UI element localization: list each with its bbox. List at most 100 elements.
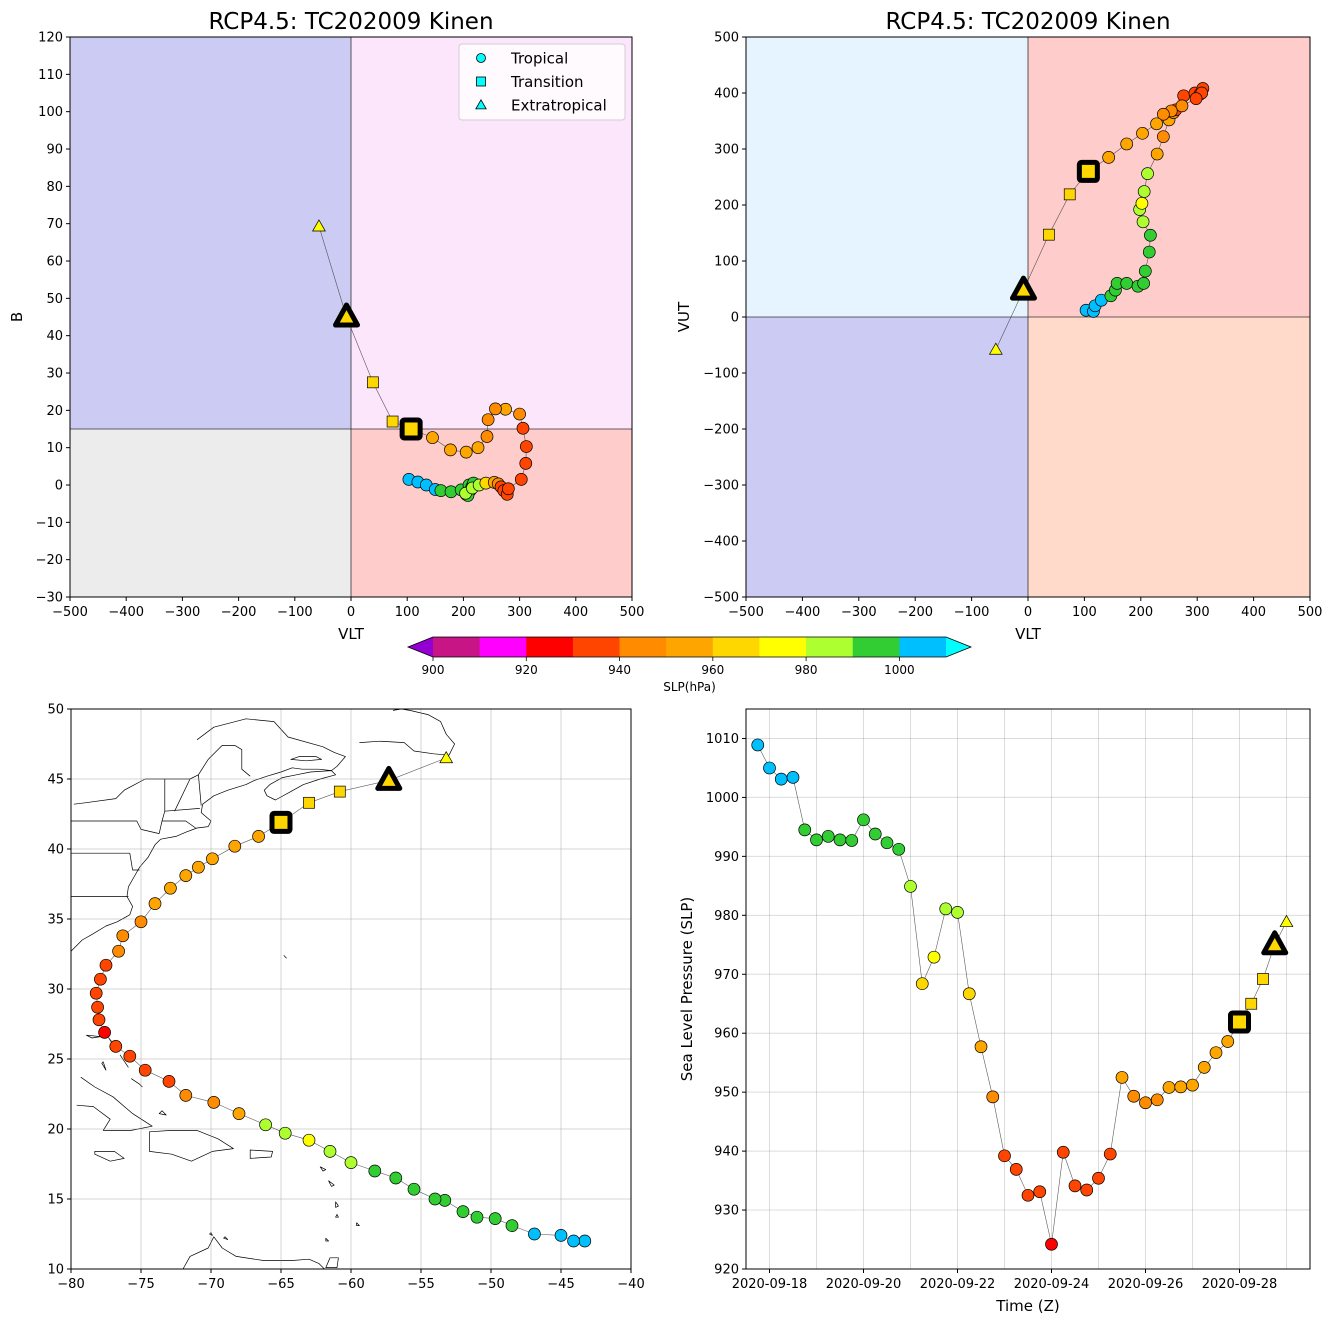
tropical-point [92, 1013, 106, 1027]
colorbar-tick-label: 1000 [884, 663, 915, 677]
colorbar-outline [406, 636, 973, 658]
tropical-point [962, 987, 976, 1001]
y-tick-label: 10 [46, 441, 63, 456]
extratropical-onset-marker [375, 765, 403, 791]
transition-point [367, 376, 379, 389]
x-tick-label: 100 [1072, 605, 1097, 620]
phase-quadrants [746, 37, 1310, 597]
x-tick-label: 0 [347, 605, 355, 620]
tropical-point [94, 972, 107, 986]
eleuthera-coastline [119, 1054, 129, 1068]
x-tick-label: −60 [337, 1277, 364, 1292]
tropical-point [164, 881, 177, 895]
state-border [198, 774, 202, 806]
tropical-point [228, 839, 242, 853]
tropical-point [1045, 1237, 1058, 1251]
x-tick-label: −400 [108, 605, 144, 620]
x-tick-label: −300 [841, 605, 877, 620]
x-tick-label: 400 [563, 605, 588, 620]
chart-legend: Tropical Transition Extratropical [458, 43, 626, 121]
x-tick-label: −400 [785, 605, 821, 620]
y-tick-label: 300 [714, 143, 739, 158]
tropical-point [1080, 1183, 1094, 1197]
transition-start-marker [1228, 1010, 1251, 1034]
extratropical-point [1279, 914, 1294, 927]
tropical-point [1009, 1163, 1023, 1176]
x-tick-label: −100 [277, 605, 313, 620]
tropical-point [868, 827, 882, 841]
tropical-point [323, 1145, 337, 1158]
track-line [95, 757, 585, 1242]
x-tick-label: −65 [267, 1277, 294, 1292]
exuma-coastline [131, 1078, 143, 1088]
tropical-point [109, 1040, 123, 1053]
colorbar-bins [406, 636, 973, 658]
tropical-point [1137, 277, 1150, 290]
colorbar-bin [666, 637, 714, 657]
tropical-point [278, 1126, 292, 1140]
quadrant-region [746, 37, 1028, 317]
tropical-point [1150, 147, 1164, 161]
tropical-point [502, 482, 515, 496]
y-tick-label: −20 [36, 553, 63, 568]
nova-scotia-coastline [263, 770, 336, 801]
tropical-point [116, 929, 130, 943]
state-border [129, 853, 140, 871]
quadrant-region [351, 429, 632, 597]
tropical-point [179, 1089, 193, 1102]
phase-change-markers [269, 765, 403, 834]
tropical-point [516, 421, 530, 435]
tropical-point [134, 915, 148, 929]
phase-change-markers [1228, 930, 1289, 1034]
tropical-point [1068, 1179, 1082, 1193]
tropical-point [1056, 1145, 1070, 1159]
y-tick-label: 970 [714, 968, 739, 983]
x-tick-label: −55 [407, 1277, 434, 1292]
y-tick-label: 40 [46, 329, 63, 344]
tropical-point [91, 1000, 104, 1014]
tropical-point [904, 880, 917, 893]
transition-point [333, 785, 346, 798]
colorbar-bin [899, 637, 947, 657]
y-tick-label: −400 [703, 535, 739, 550]
x-tick-label: 2020-09-20 [826, 1277, 902, 1292]
tropical-point [751, 738, 765, 752]
tropical-point [1102, 151, 1116, 164]
x-tick-label: 300 [507, 605, 532, 620]
tropical-point [481, 413, 495, 427]
y-tick-label: −100 [703, 367, 739, 382]
x-tick-label: −200 [221, 605, 257, 620]
x-axis-label: VLT [1015, 625, 1042, 643]
y-tick-label: −30 [36, 591, 63, 606]
y-tick-label: 940 [714, 1145, 739, 1160]
extratropical-point [439, 750, 454, 764]
tropical-point [148, 897, 162, 910]
chart-title: RCP4.5: TC202009 Kinen [208, 9, 493, 35]
guadeloupe-coastline [328, 1180, 335, 1187]
slp-colorbar: 900 920 940 960 980 1000 SLP(hPa) [406, 636, 973, 694]
tropical-point [471, 441, 485, 455]
colorbar-bin [852, 637, 900, 657]
y-tick-label: 920 [714, 1263, 739, 1278]
y-tick-label: 950 [714, 1086, 739, 1101]
y-tick-label: 500 [714, 31, 739, 46]
y-tick-label: 200 [714, 199, 739, 214]
tropical-point [1135, 196, 1149, 210]
tropical-point [476, 53, 486, 63]
chart-title: RCP4.5: TC202009 Kinen [885, 9, 1170, 35]
tropical-point [389, 1171, 403, 1185]
st-lucia-coastline [335, 1214, 339, 1218]
tropical-point [179, 869, 193, 882]
y-tick-label: 1000 [706, 791, 739, 806]
tropical-point [1021, 1188, 1035, 1202]
colorbar-tick-label: 960 [701, 663, 724, 677]
extratropical-onset-marker [1009, 275, 1037, 301]
tropical-point [1142, 245, 1156, 259]
state-border [174, 778, 191, 812]
state-border [162, 820, 196, 829]
x-tick-label: −70 [197, 1277, 224, 1292]
colorbar-ticks: 900 920 940 960 980 1000 [422, 657, 915, 677]
quadrant-dividers [746, 37, 1310, 597]
transition-point [1245, 997, 1258, 1010]
transition-point [1257, 973, 1269, 985]
